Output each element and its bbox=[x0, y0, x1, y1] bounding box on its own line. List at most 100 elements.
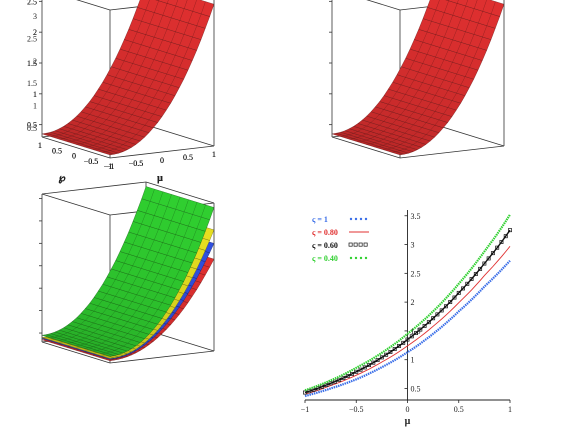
series-marker bbox=[431, 316, 436, 321]
y-tick-label: −0.5 bbox=[129, 159, 144, 168]
legend-swatch bbox=[349, 256, 353, 260]
legend-swatch bbox=[363, 242, 368, 247]
series-marker bbox=[495, 245, 500, 250]
z-tick-label: 1.5 bbox=[27, 59, 37, 68]
y-tick-label: −1 bbox=[106, 162, 115, 171]
series-marker bbox=[311, 387, 316, 392]
y-axis-label: μ bbox=[157, 173, 163, 184]
z-tick-label: 3 bbox=[33, 12, 37, 21]
series-marker bbox=[384, 352, 389, 357]
y-tick-label: 0.5 bbox=[183, 153, 193, 162]
surface-gridline bbox=[58, 0, 160, 140]
y-tick-label: 1 bbox=[212, 150, 216, 159]
box-edge bbox=[399, 145, 505, 159]
series-marker bbox=[456, 290, 461, 295]
x-tick-label: 0 bbox=[406, 405, 410, 414]
y-tick-label: 0 bbox=[160, 156, 164, 165]
series-marker bbox=[397, 344, 401, 348]
surface-1 bbox=[331, 0, 505, 156]
series-marker bbox=[315, 386, 320, 391]
z-tick-label: 1 bbox=[33, 90, 37, 99]
surface-gridline bbox=[84, 199, 189, 349]
series-3 bbox=[303, 228, 512, 395]
surface-panel-bottom-left bbox=[39, 181, 215, 364]
x-tick-label: 1 bbox=[508, 405, 512, 414]
series-1 bbox=[304, 259, 511, 398]
legend-swatch bbox=[348, 242, 353, 247]
surface-panel-top-left bbox=[39, 0, 215, 159]
x-axis-label: ℘ bbox=[59, 173, 66, 184]
surface-gridline bbox=[348, 0, 450, 140]
series-marker bbox=[465, 281, 470, 286]
y-tick-label: 3.5 bbox=[411, 212, 421, 221]
box-edge bbox=[41, 193, 111, 216]
x-tick-label: 0.5 bbox=[52, 146, 62, 155]
series-marker bbox=[324, 383, 329, 387]
z-tick-label: 2.5 bbox=[27, 0, 37, 6]
series-marker bbox=[508, 228, 512, 233]
x-axis-label: ℘ bbox=[59, 173, 66, 184]
series-line bbox=[304, 259, 511, 398]
box-edge bbox=[145, 124, 215, 147]
series-marker bbox=[358, 367, 363, 372]
surface-gridline bbox=[75, 0, 178, 145]
box-edge bbox=[109, 350, 215, 364]
x-tick-label: 0 bbox=[72, 152, 76, 161]
surface-gridline bbox=[382, 0, 487, 150]
series-line bbox=[304, 214, 511, 392]
series-2 bbox=[304, 246, 511, 395]
surface-panel-top-right bbox=[329, 0, 505, 159]
series-marker bbox=[439, 308, 444, 313]
x-tick-label: 1 bbox=[38, 141, 42, 150]
surface-4 bbox=[41, 186, 215, 357]
x-tick-label: −1 bbox=[104, 162, 113, 171]
x-tick-label: 1 bbox=[38, 141, 42, 150]
z-tick-label: 1 bbox=[33, 102, 37, 111]
series-line bbox=[304, 246, 511, 395]
y-tick-label: 1.5 bbox=[411, 327, 421, 336]
x-tick-label: −0.5 bbox=[84, 157, 99, 166]
y-tick-label: 0.5 bbox=[183, 153, 193, 162]
series-marker bbox=[345, 374, 350, 378]
x-tick-label: −1 bbox=[301, 405, 310, 414]
z-tick-label: 1.5 bbox=[27, 59, 37, 68]
box-edge bbox=[435, 124, 505, 147]
x-tick-label: −0.5 bbox=[84, 157, 99, 166]
series-marker bbox=[341, 376, 346, 380]
x-axis-label: ℘ bbox=[59, 173, 66, 184]
legend-swatch bbox=[359, 256, 363, 260]
y-tick-label: 1 bbox=[411, 356, 415, 365]
surface-gridline bbox=[92, 202, 198, 352]
y-tick-label: 0.5 bbox=[183, 153, 193, 162]
legend-swatch bbox=[364, 256, 368, 260]
z-tick-label: 0.5 bbox=[27, 121, 37, 130]
surface-gridline bbox=[92, 0, 197, 150]
y-axis-label: μ bbox=[157, 173, 163, 184]
legend-swatch bbox=[353, 242, 358, 247]
series-marker bbox=[469, 277, 474, 281]
legend-swatch bbox=[364, 217, 368, 221]
series-marker bbox=[418, 327, 423, 332]
z-tick-label: 2 bbox=[33, 57, 37, 66]
surface-gridline bbox=[50, 0, 150, 137]
series-marker bbox=[461, 286, 465, 291]
x-tick-label: −1 bbox=[104, 162, 113, 171]
series-marker bbox=[448, 300, 453, 304]
y-tick-label: 1 bbox=[212, 150, 216, 159]
x-tick-label: −0.5 bbox=[349, 405, 364, 414]
series-marker bbox=[486, 256, 491, 261]
y-tick-label: −0.5 bbox=[129, 159, 144, 168]
y-tick-label: −1 bbox=[106, 162, 115, 171]
surface-1 bbox=[41, 0, 215, 156]
line-panel bbox=[303, 210, 512, 403]
z-tick-label: 0.5 bbox=[27, 121, 37, 130]
x-tick-label: 1 bbox=[38, 141, 42, 150]
surface-gridline bbox=[340, 0, 440, 137]
series-marker bbox=[375, 358, 380, 363]
series-marker bbox=[401, 340, 406, 345]
z-tick-label: 1.5 bbox=[27, 79, 37, 88]
series-marker bbox=[409, 334, 414, 339]
surface-gridline bbox=[365, 0, 468, 145]
series-marker bbox=[362, 365, 367, 370]
